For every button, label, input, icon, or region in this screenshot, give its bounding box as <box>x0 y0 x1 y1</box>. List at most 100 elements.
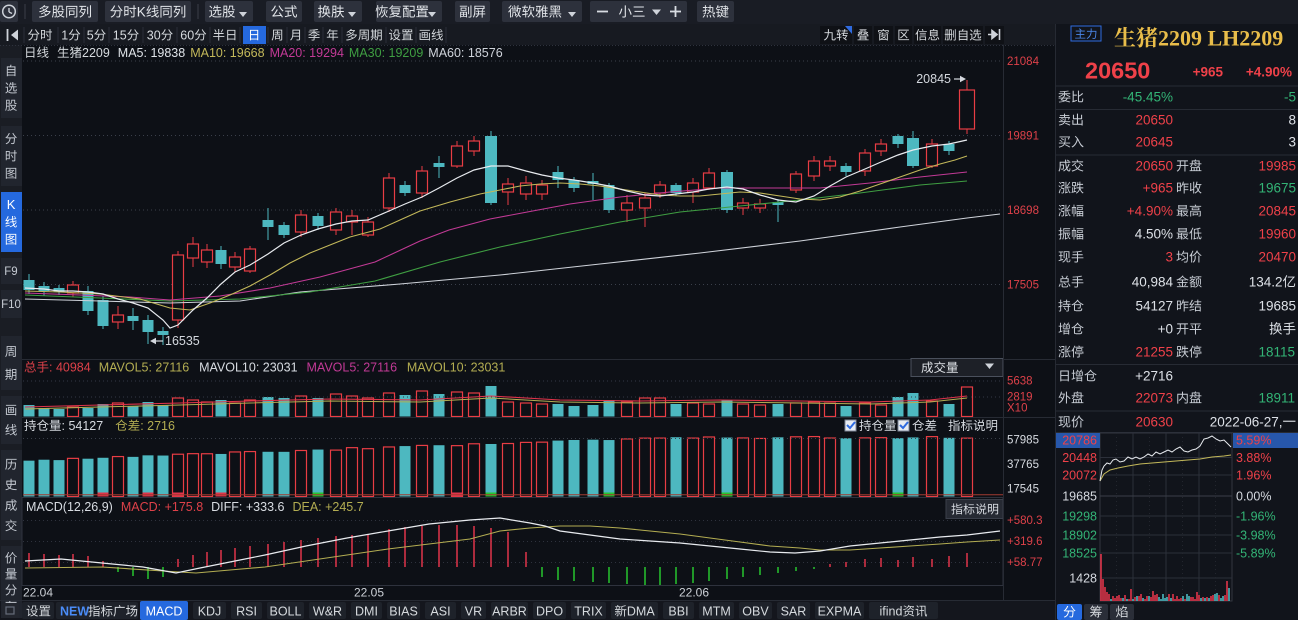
svg-text:20650: 20650 <box>1085 58 1150 84</box>
svg-text:+580.3: +580.3 <box>1007 515 1043 527</box>
svg-text:5: 5 <box>87 29 94 43</box>
svg-text:ASI: ASI <box>430 605 450 619</box>
svg-text:-45.45%: -45.45% <box>1123 90 1173 105</box>
svg-text:3.88%: 3.88% <box>1236 451 1271 465</box>
svg-text:5.59%: 5.59% <box>1236 434 1271 448</box>
svg-text:2209 LH2209: 2209 LH2209 <box>1158 26 1283 51</box>
svg-text:37765: 37765 <box>1007 459 1039 471</box>
svg-text:20845: 20845 <box>916 72 951 86</box>
svg-text:DIFF: +333.6: DIFF: +333.6 <box>211 500 284 514</box>
svg-text:K: K <box>137 5 146 20</box>
svg-text:: 2716: : 2716 <box>140 419 175 433</box>
svg-text:20072: 20072 <box>1062 469 1097 483</box>
svg-text:19675: 19675 <box>1259 181 1297 196</box>
svg-text:21084: 21084 <box>1007 56 1040 68</box>
svg-text:BIAS: BIAS <box>389 605 418 619</box>
svg-text:W&R: W&R <box>313 605 342 619</box>
svg-text:40,984: 40,984 <box>1132 275 1174 290</box>
svg-text:18911: 18911 <box>1259 391 1296 406</box>
svg-text:1428: 1428 <box>1069 572 1097 586</box>
svg-text:DMA: DMA <box>627 605 655 619</box>
svg-text:MA10: 19668: MA10: 19668 <box>190 46 264 60</box>
svg-text:: 40984: : 40984 <box>49 361 91 375</box>
svg-text:+2716: +2716 <box>1135 369 1173 384</box>
svg-text:2022-06-27,: 2022-06-27, <box>1210 415 1283 430</box>
svg-text:+319.6: +319.6 <box>1007 536 1043 548</box>
svg-text:3: 3 <box>1166 250 1174 265</box>
svg-text:OBV: OBV <box>742 605 769 619</box>
svg-text:MAVOL10: 23031: MAVOL10: 23031 <box>199 361 297 375</box>
svg-text:+965: +965 <box>1193 65 1224 80</box>
svg-text:60: 60 <box>180 29 194 43</box>
svg-text:MACD(12,26,9): MACD(12,26,9) <box>26 500 113 514</box>
svg-text:F10: F10 <box>1 299 21 311</box>
svg-text:+0: +0 <box>1158 322 1173 337</box>
svg-text:20845: 20845 <box>1259 204 1297 219</box>
svg-text:30: 30 <box>147 29 161 43</box>
svg-text:8: 8 <box>1289 113 1297 128</box>
svg-text:MA60: 18576: MA60: 18576 <box>428 46 502 60</box>
svg-text:18902: 18902 <box>1062 529 1097 543</box>
svg-text:2819: 2819 <box>1007 392 1033 404</box>
svg-text:MAVOL5: 27116: MAVOL5: 27116 <box>307 361 398 375</box>
svg-text:57985: 57985 <box>1007 435 1039 447</box>
svg-text:MTM: MTM <box>702 605 730 619</box>
svg-text:20786: 20786 <box>1062 434 1097 448</box>
svg-text:134.2: 134.2 <box>1249 275 1283 290</box>
svg-text:3: 3 <box>1289 135 1297 150</box>
svg-text:18525: 18525 <box>1062 547 1097 561</box>
svg-text:TRIX: TRIX <box>574 605 603 619</box>
svg-text:19298: 19298 <box>1062 510 1097 524</box>
svg-text:21255: 21255 <box>1136 345 1174 360</box>
svg-text:-5: -5 <box>1284 90 1296 105</box>
svg-text:EXPMA: EXPMA <box>818 605 862 619</box>
svg-text:15: 15 <box>113 29 127 43</box>
svg-text:NEW: NEW <box>60 605 89 619</box>
svg-text:17505: 17505 <box>1007 280 1039 292</box>
svg-text:16535: 16535 <box>165 334 200 348</box>
svg-text:BBI: BBI <box>668 605 688 619</box>
svg-text:F9: F9 <box>4 266 17 278</box>
svg-text:2209: 2209 <box>82 46 110 60</box>
svg-text:ARBR: ARBR <box>492 605 527 619</box>
svg-text:K: K <box>7 197 16 212</box>
svg-text:MAVOL10: 23031: MAVOL10: 23031 <box>407 361 505 375</box>
svg-text:1.96%: 1.96% <box>1236 469 1271 483</box>
svg-text:MA30: 19209: MA30: 19209 <box>349 46 423 60</box>
svg-text:SAR: SAR <box>781 605 807 619</box>
svg-text:DEA: +245.7: DEA: +245.7 <box>292 500 363 514</box>
svg-text:MA5: 19838: MA5: 19838 <box>118 46 185 60</box>
svg-text:MACD: MACD <box>146 605 183 619</box>
svg-text:22.06: 22.06 <box>679 586 709 600</box>
svg-text:17545: 17545 <box>1007 484 1039 496</box>
svg-text:19891: 19891 <box>1007 131 1039 143</box>
svg-text:20650: 20650 <box>1136 113 1174 128</box>
svg-text:X10: X10 <box>1007 403 1027 415</box>
svg-text:KDJ: KDJ <box>198 605 222 619</box>
svg-text:5638: 5638 <box>1007 376 1033 388</box>
svg-text:MACD: +175.8: MACD: +175.8 <box>121 500 203 514</box>
svg-text:-5.89%: -5.89% <box>1236 547 1276 561</box>
svg-text:+4.90%: +4.90% <box>1127 204 1173 219</box>
svg-text:-1.96%: -1.96% <box>1236 510 1276 524</box>
svg-text:1: 1 <box>61 29 68 43</box>
svg-text:18115: 18115 <box>1259 345 1296 360</box>
svg-text:19985: 19985 <box>1259 159 1297 174</box>
svg-text:54127: 54127 <box>1136 299 1174 314</box>
svg-text:20448: 20448 <box>1062 451 1097 465</box>
svg-text:: 54127: : 54127 <box>62 419 104 433</box>
svg-text:22.05: 22.05 <box>354 586 384 600</box>
svg-text:0.00%: 0.00% <box>1236 490 1271 504</box>
svg-text:22073: 22073 <box>1136 391 1174 406</box>
svg-text:+58.77: +58.77 <box>1007 557 1043 569</box>
svg-text:19685: 19685 <box>1259 299 1297 314</box>
svg-text:MA20: 19294: MA20: 19294 <box>270 46 344 60</box>
svg-text:+965: +965 <box>1143 181 1173 196</box>
svg-text:+4.90%: +4.90% <box>1246 65 1292 80</box>
svg-text:ifind: ifind <box>880 605 903 619</box>
svg-text:VR: VR <box>465 605 482 619</box>
svg-text:18698: 18698 <box>1007 205 1039 217</box>
svg-text:22.04: 22.04 <box>23 586 53 600</box>
svg-text:20650: 20650 <box>1136 159 1174 174</box>
svg-text:20470: 20470 <box>1259 250 1297 265</box>
